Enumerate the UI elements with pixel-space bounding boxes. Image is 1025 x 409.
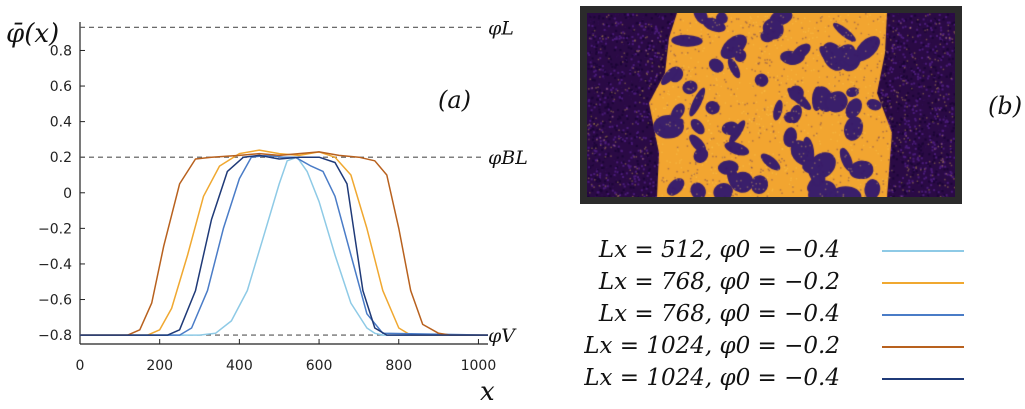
legend-label: Lx = 768, φ0 = −0.4 xyxy=(598,301,840,327)
y-tick-label: −0.4 xyxy=(38,257,72,273)
y-tick-label: 0.8 xyxy=(50,43,72,59)
y-tick-label: −0.6 xyxy=(38,293,72,309)
series-line xyxy=(80,156,488,336)
legend-entry: Lx = 512, φ0 = −0.4 xyxy=(560,236,990,264)
reference-line-label: φV xyxy=(488,325,517,347)
axis-labels: φ̄(x) x xyxy=(6,19,495,407)
legend-label: Lx = 512, φ0 = −0.4 xyxy=(598,237,840,263)
legend-entry: Lx = 768, φ0 = −0.4 xyxy=(560,300,990,328)
legend-entry: Lx = 1024, φ0 = −0.4 xyxy=(560,364,990,392)
legend-label: Lx = 768, φ0 = −0.2 xyxy=(598,269,840,295)
legend-swatch xyxy=(882,346,964,348)
legend-swatch xyxy=(882,314,964,316)
x-tick-label: 600 xyxy=(306,358,333,374)
inset-snapshot xyxy=(580,6,962,204)
x-axis-label: x xyxy=(480,377,495,407)
axes: 0 200 400 600 800 1000 0.8 0.6 0.4 0.2 0 −0.2 −0.4 −0… xyxy=(38,22,496,374)
y-tick-label: 0 xyxy=(63,186,72,202)
x-tick-label: 800 xyxy=(385,358,412,374)
panel-label-b: (b) xyxy=(988,92,1023,120)
series-line xyxy=(80,154,488,336)
legend-label: Lx = 1024, φ0 = −0.2 xyxy=(584,333,840,359)
x-tick-label: 200 xyxy=(146,358,173,374)
y-tick-label: −0.8 xyxy=(38,328,72,344)
legend-swatch xyxy=(882,282,964,284)
series-lines xyxy=(80,149,489,336)
series-line xyxy=(80,151,488,336)
y-tick-label: 0.2 xyxy=(50,150,72,166)
y-tick-label: 0.4 xyxy=(50,115,72,131)
y-tick-label: −0.2 xyxy=(38,221,72,237)
phase-separation-snapshot xyxy=(587,13,955,197)
panel-label-a: (a) xyxy=(438,86,472,114)
legend-swatch xyxy=(882,378,964,380)
reference-line-label: φL xyxy=(488,17,514,39)
x-tick-label: 1000 xyxy=(461,358,497,374)
reference-line-label: φBL xyxy=(488,147,528,169)
legend-entry: Lx = 768, φ0 = −0.2 xyxy=(560,268,990,296)
series-line xyxy=(80,149,488,336)
series-line xyxy=(80,154,489,336)
x-tick-label: 0 xyxy=(76,358,85,374)
legend-label: Lx = 1024, φ0 = −0.4 xyxy=(584,365,840,391)
y-axis-label: φ̄(x) xyxy=(6,19,59,49)
legend-swatch xyxy=(882,250,964,252)
x-tick-label: 400 xyxy=(226,358,253,374)
y-tick-label: 0.6 xyxy=(50,79,72,95)
reference-lines: φL φBL φV xyxy=(80,17,528,347)
legend-entry: Lx = 1024, φ0 = −0.2 xyxy=(560,332,990,360)
